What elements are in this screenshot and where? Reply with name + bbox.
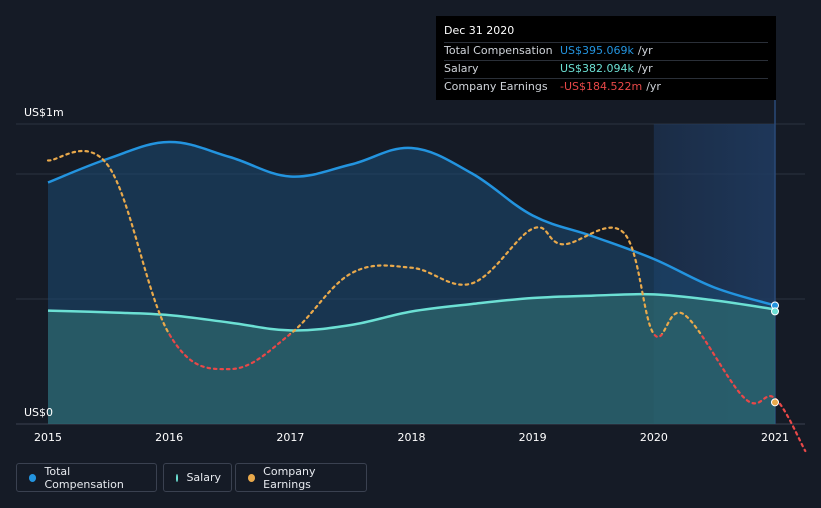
tooltip-value: US$382.094k [560, 62, 634, 75]
legend-label: Salary [186, 471, 221, 484]
legend-label: Company Earnings [263, 464, 316, 491]
company-earnings-line-positive [46, 149, 703, 334]
salary-line [47, 292, 776, 332]
tooltip-unit: /yr [646, 80, 661, 93]
company-earnings-marker [771, 398, 779, 407]
x-tick-label: 2018 [398, 431, 426, 444]
tooltip-date: Dec 31 2020 [444, 24, 515, 37]
y-tick-label: US$1m [24, 106, 64, 119]
series-markers [771, 301, 779, 407]
tooltip-label: Salary [444, 62, 479, 75]
tooltip-unit: /yr [637, 44, 653, 57]
y-tick-label: US$0 [24, 406, 53, 419]
series-lines [46, 140, 807, 453]
y-axis: US$1m US$0 [24, 106, 64, 419]
legend-dot-icon [29, 473, 37, 482]
tooltip-row-total-compensation: Total Compensation US$395.069k /yr [444, 42, 768, 60]
legend-dot-icon [248, 473, 256, 482]
x-axis: 2015 2016 2017 2018 2019 2020 2021 [34, 431, 789, 444]
series-areas [48, 141, 775, 425]
legend-item-company-earnings[interactable]: Company Earnings [235, 463, 367, 492]
tooltip: Dec 31 2020 Total Compensation US$395.06… [436, 16, 776, 100]
salary-marker [771, 307, 779, 316]
tooltip-label: Company Earnings [444, 80, 548, 93]
legend-label: Total Compensation [44, 464, 124, 491]
tooltip-label: Total Compensation [444, 44, 553, 57]
company-earnings-line-negative [167, 334, 807, 453]
legend-item-salary[interactable]: Salary [163, 463, 232, 492]
x-tick-label: 2015 [34, 431, 62, 444]
tooltip-value: -US$184.522m [560, 80, 643, 93]
x-tick-label: 2019 [519, 431, 547, 444]
salary-area [48, 294, 775, 424]
tooltip-unit: /yr [637, 62, 653, 75]
x-tick-label: 2017 [276, 431, 304, 444]
tooltip-row-salary: Salary US$382.094k /yr [444, 60, 768, 78]
legend-item-total-compensation[interactable]: Total Compensation [16, 463, 157, 492]
x-tick-label: 2021 [761, 431, 789, 444]
tooltip-row-company-earnings: Company Earnings -US$184.522m /yr [444, 78, 768, 96]
total-compensation-line [47, 140, 776, 307]
tooltip-value: US$395.069k [560, 44, 634, 57]
x-tick-label: 2016 [155, 431, 183, 444]
legend-dot-icon [176, 473, 179, 482]
x-tick-label: 2020 [640, 431, 668, 444]
